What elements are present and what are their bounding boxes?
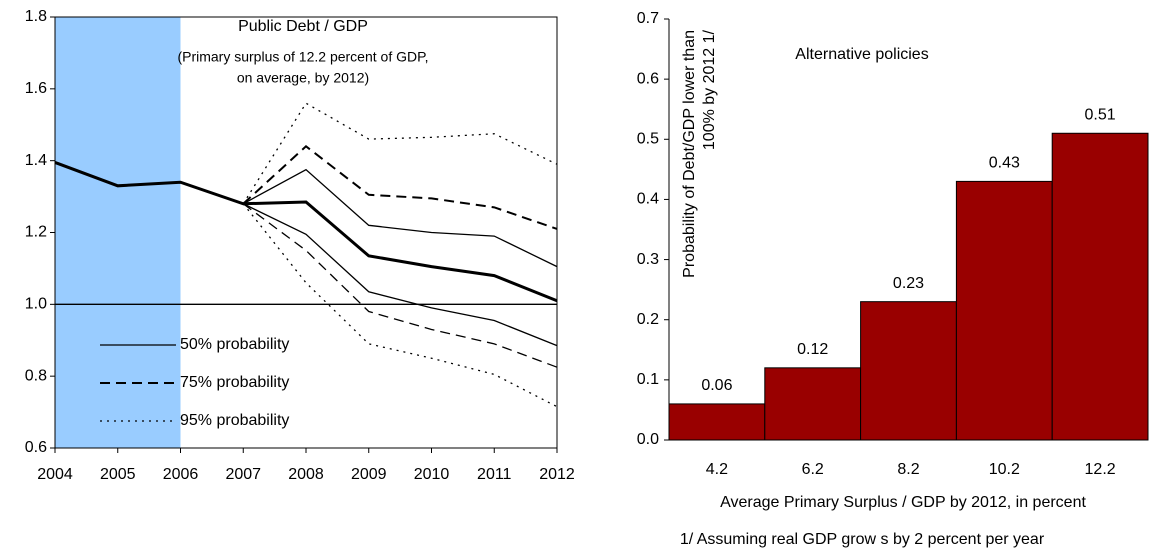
x-tick-label: 2004 [37,466,73,483]
y-tick-label: 0.0 [637,431,659,448]
y-tick-label: 0.3 [637,251,659,268]
x-tick-label: 2012 [539,466,575,483]
x-tick-label: 2005 [100,466,136,483]
y-tick-label: 1.6 [25,80,47,97]
shaded-period [55,17,181,448]
y-tick-label: 0.8 [25,367,47,384]
series-line [242,102,558,205]
x-tick-label: 2008 [288,466,324,483]
bar [668,403,766,441]
x-tick-label: 6.2 [802,461,824,478]
y-tick-label: 0.5 [637,131,659,148]
value-label: 0.06 [701,377,732,394]
y-tick-label: 0.4 [637,191,659,208]
chart-subtitle: (Primary surplus of 12.2 percent of GDP, [177,49,428,65]
bar [860,301,957,441]
bar [1051,132,1149,441]
x-tick-label: 2006 [163,466,199,483]
y-tick-label: 0.1 [637,371,659,388]
series-line [242,168,558,268]
y-axis-label: 100% by 2012 1/ [701,29,718,150]
y-tick-label: 1.4 [25,152,47,169]
chart-title: Alternative policies [795,46,928,63]
y-tick-label: 0.6 [25,439,47,456]
y-tick-label: 1.0 [25,296,47,313]
x-tick-label: 8.2 [897,461,919,478]
x-tick-label: 12.2 [1085,461,1116,478]
legend-label: 95% probability [180,412,289,429]
legend-label: 50% probability [180,336,289,353]
bar [955,180,1053,441]
series-line [242,144,558,230]
value-label: 0.43 [989,155,1020,172]
x-axis-label: Average Primary Surplus / GDP by 2012, i… [720,494,1086,511]
x-tick-label: 2007 [225,466,261,483]
y-tick-label: 1.2 [25,224,47,241]
series-line [242,203,558,347]
y-tick-label: 0.6 [637,70,659,87]
y-tick-label: 0.7 [637,10,659,27]
y-tick-label: 0.2 [637,311,659,328]
series-line [242,203,558,368]
value-label: 0.51 [1085,106,1116,123]
footnote: 1/ Assuming real GDP grow s by 2 percent… [680,531,1045,548]
x-tick-label: 2009 [351,466,387,483]
x-tick-label: 4.2 [706,461,728,478]
value-label: 0.12 [797,341,828,358]
x-tick-label: 2011 [477,466,512,483]
value-label: 0.23 [893,275,924,292]
x-tick-label: 2010 [414,466,450,483]
x-tick-label: 10.2 [989,461,1020,478]
chart-title: Public Debt / GDP [238,18,368,35]
series-line [54,161,558,303]
bar [764,367,862,441]
series-line [242,203,558,408]
legend-label: 75% probability [180,374,289,391]
y-tick-label: 1.8 [25,8,47,25]
y-axis-label: Probability of Debt/GDP lower than [681,30,698,278]
chart-subtitle: on average, by 2012) [237,70,369,86]
